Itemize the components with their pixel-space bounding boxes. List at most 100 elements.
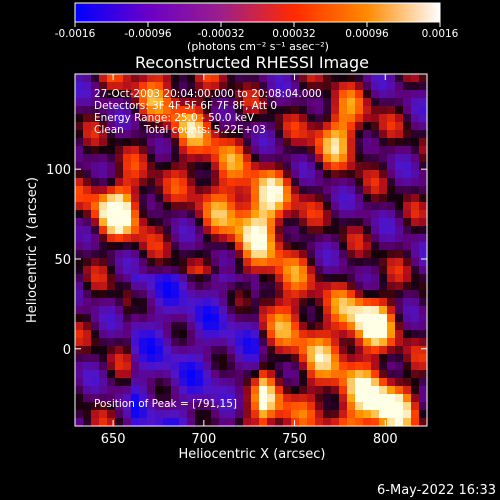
heatmap-cell [75,402,84,411]
heatmap-cell [171,218,180,227]
heatmap-cell [267,362,276,371]
heatmap-cell [419,418,428,427]
heatmap-cell [139,298,148,307]
heatmap-cell [155,226,164,235]
heatmap-cell [371,82,380,91]
heatmap-cell [155,218,164,227]
heatmap-cell [139,146,148,155]
heatmap-cell [171,170,180,179]
heatmap-cell [331,354,340,363]
heatmap-cell [419,114,428,123]
heatmap-cell [315,162,324,171]
heatmap-cell [147,194,156,203]
heatmap-cell [155,210,164,219]
heatmap-cell [123,282,132,291]
heatmap-cell [363,410,372,419]
heatmap-cell [131,266,140,275]
heatmap-cell [203,402,212,411]
heatmap-cell [155,162,164,171]
heatmap-cell [299,274,308,283]
heatmap-cell [371,154,380,163]
heatmap-cell [139,402,148,411]
heatmap-cell [91,330,100,339]
heatmap-cell [331,170,340,179]
heatmap-cell [291,370,300,379]
heatmap-cell [275,82,284,91]
heatmap-cell [99,218,108,227]
heatmap-cell [275,122,284,131]
heatmap-cell [323,314,332,323]
heatmap-cell [251,114,260,123]
heatmap-cell [91,354,100,363]
heatmap-cell [155,274,164,283]
y-tick-label: 100 [46,163,71,178]
heatmap-cell [363,370,372,379]
heatmap-cell [259,234,268,243]
heatmap-cell [379,338,388,347]
heatmap-cell [163,362,172,371]
heatmap-cell [411,154,420,163]
heatmap-cell [115,74,124,83]
heatmap-cell [235,90,244,99]
heatmap-cell [387,282,396,291]
heatmap-cell [323,234,332,243]
heatmap-cell [163,74,172,83]
heatmap-cell [347,322,356,331]
heatmap-cell [203,354,212,363]
heatmap-cell [251,266,260,275]
heatmap-cell [291,282,300,291]
heatmap-cell [291,346,300,355]
heatmap-cell [251,362,260,371]
heatmap-cell [379,258,388,267]
heatmap-cell [419,266,428,275]
heatmap-cell [171,74,180,83]
heatmap-cell [227,234,236,243]
heatmap-cell [403,306,412,315]
heatmap-cell [267,354,276,363]
heatmap-cell [75,162,84,171]
heatmap-cell [355,82,364,91]
heatmap-cell [179,362,188,371]
heatmap-cell [395,378,404,387]
heatmap-cell [195,298,204,307]
heatmap-cell [251,386,260,395]
heatmap-cell [299,218,308,227]
heatmap-cell [307,354,316,363]
heatmap-cell [139,418,148,427]
heatmap-cell [387,370,396,379]
heatmap-cell [315,130,324,139]
heatmap-cell [115,178,124,187]
heatmap-cell [275,266,284,275]
heatmap-cell [203,74,212,83]
heatmap-cell [139,226,148,235]
heatmap-cell [219,122,228,131]
heatmap-cell [259,226,268,235]
heatmap-cell [171,418,180,427]
heatmap-cell [347,122,356,131]
heatmap-cell [195,74,204,83]
heatmap-cell [411,226,420,235]
heatmap-cell [251,146,260,155]
heatmap-cell [235,402,244,411]
heatmap-cell [267,146,276,155]
heatmap-cell [187,218,196,227]
heatmap-cell [155,234,164,243]
heatmap-cell [419,338,428,347]
heatmap-cell [195,314,204,323]
heatmap-cell [355,322,364,331]
heatmap-cell [131,98,140,107]
heatmap-cell [131,242,140,251]
heatmap-cell [123,226,132,235]
heatmap-cell [347,418,356,427]
heatmap-cell [131,82,140,91]
heatmap-cell [331,162,340,171]
heatmap-cell [219,90,228,99]
heatmap-cell [243,138,252,147]
heatmap-cell [91,266,100,275]
heatmap-cell [107,322,116,331]
heatmap-cell [251,234,260,243]
heatmap-cell [363,386,372,395]
heatmap-cell [307,154,316,163]
heatmap-cell [299,98,308,107]
heatmap-cell [403,290,412,299]
